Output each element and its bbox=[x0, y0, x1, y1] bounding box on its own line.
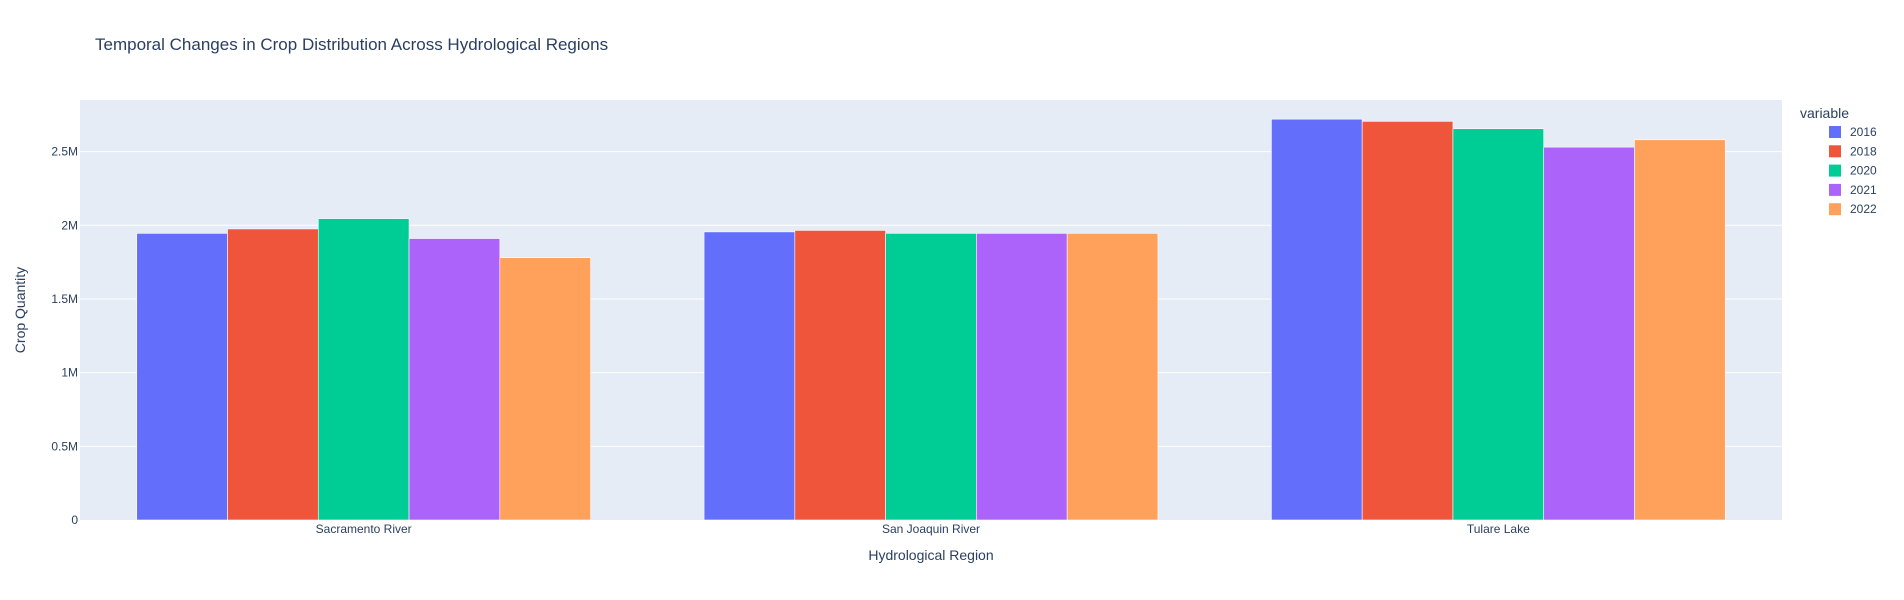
x-tick-label: Tulare Lake bbox=[1467, 522, 1530, 536]
y-axis-title: Crop Quantity bbox=[12, 267, 28, 353]
bar-2022 bbox=[1066, 233, 1159, 521]
legend-items: 2016 2018 2020 2021 2022 bbox=[1829, 125, 1877, 216]
chart-title: Temporal Changes in Crop Distribution Ac… bbox=[95, 35, 608, 54]
bar-2018 bbox=[794, 230, 886, 521]
legend-label: 2020 bbox=[1850, 164, 1877, 178]
bar-2018 bbox=[227, 228, 319, 521]
y-tick-label: 1.5M bbox=[51, 292, 78, 306]
x-tick-label: San Joaquin River bbox=[882, 522, 980, 536]
legend-label: 2022 bbox=[1850, 202, 1877, 216]
legend-title: variable bbox=[1800, 105, 1849, 121]
y-tick-label: 2.5M bbox=[51, 145, 78, 159]
legend-swatch bbox=[1829, 126, 1841, 138]
bar-2022 bbox=[499, 257, 591, 521]
y-tick-label: 2M bbox=[61, 218, 78, 232]
bar-2016 bbox=[1271, 118, 1363, 521]
bar-2022 bbox=[1634, 139, 1726, 521]
y-tick-label: 1M bbox=[61, 366, 78, 380]
legend-swatch bbox=[1829, 183, 1841, 196]
bar-2016 bbox=[703, 231, 796, 521]
x-axis-ticks: Sacramento River San Joaquin River Tulare … bbox=[316, 522, 1530, 536]
legend: variable 2016 2018 2020 2021 2022 bbox=[1800, 105, 1877, 216]
y-tick-label: 0.5M bbox=[51, 439, 78, 453]
bar-2016 bbox=[136, 233, 228, 521]
legend-swatch bbox=[1829, 164, 1841, 177]
legend-label: 2016 bbox=[1850, 125, 1877, 139]
x-axis-title: Hydrological Region bbox=[868, 547, 993, 563]
bar-2018 bbox=[1361, 121, 1454, 521]
bar-2020 bbox=[885, 233, 977, 521]
bar-2020 bbox=[317, 218, 410, 521]
legend-label: 2021 bbox=[1850, 183, 1877, 197]
bar-2021 bbox=[1543, 146, 1635, 521]
legend-label: 2018 bbox=[1850, 144, 1877, 158]
y-axis-ticks: 0 0.5M 1M 1.5M 2M 2.5M bbox=[51, 145, 78, 527]
bar-2020 bbox=[1452, 128, 1545, 521]
x-tick-label: Sacramento River bbox=[316, 522, 412, 536]
bar-2021 bbox=[408, 238, 501, 521]
bars bbox=[136, 118, 1726, 521]
bar-2021 bbox=[976, 233, 1068, 521]
y-tick-label: 0 bbox=[71, 513, 78, 527]
legend-swatch bbox=[1829, 145, 1841, 158]
legend-swatch bbox=[1829, 203, 1841, 216]
